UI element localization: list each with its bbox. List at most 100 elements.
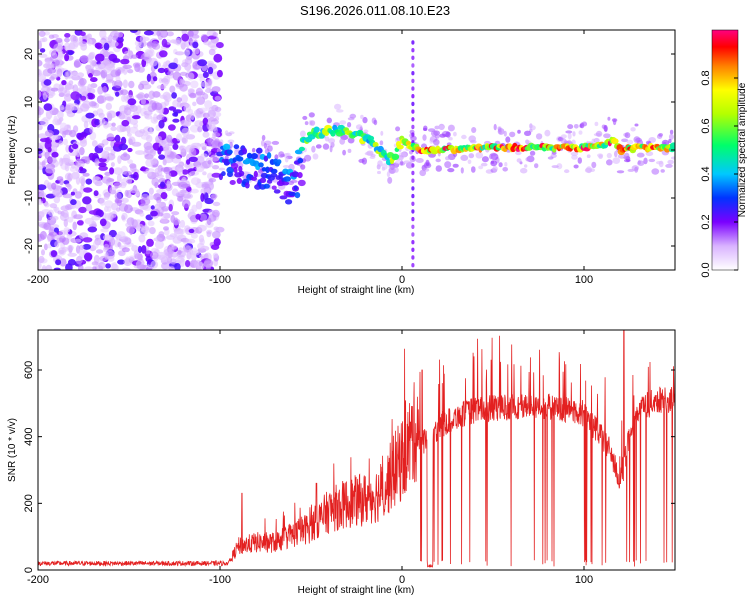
spectrogram-noise-mark bbox=[174, 37, 182, 46]
spectrogram-noise-mark bbox=[119, 111, 125, 116]
spectrogram-trace-mark bbox=[221, 171, 226, 177]
spectrogram-noise-mark bbox=[195, 200, 203, 210]
spectrogram-noise-mark bbox=[209, 154, 220, 162]
spectrogram-noise-mark bbox=[47, 234, 52, 243]
spectrogram-halo-mark bbox=[347, 148, 352, 153]
spectrogram-noise-mark bbox=[211, 172, 222, 178]
spectrogram-noise-mark bbox=[189, 147, 197, 157]
spectrogram-noise-mark bbox=[57, 210, 62, 215]
spectrogram-noise-mark bbox=[80, 95, 87, 101]
spectrogram-noise-mark bbox=[38, 133, 47, 139]
y-tick-label: 20 bbox=[23, 48, 35, 60]
spectrogram-noise-mark bbox=[179, 219, 186, 228]
spectrogram-halo-mark bbox=[637, 160, 641, 165]
spectrogram-halo-mark bbox=[573, 124, 579, 129]
spectrogram-noise-mark bbox=[156, 200, 162, 207]
spectrogram-noise-mark bbox=[206, 231, 212, 238]
spectrogram-noise-mark bbox=[156, 30, 161, 37]
colorbar-label: Normalized spectral amplitude bbox=[737, 82, 748, 217]
spectrogram-noise-mark bbox=[90, 77, 98, 83]
spectrogram-halo-mark bbox=[665, 163, 673, 168]
spectrogram-noise-mark bbox=[207, 172, 214, 180]
spectrogram-noise-mark bbox=[55, 37, 63, 44]
spectrogram-halo-mark bbox=[227, 139, 235, 144]
spectrogram-column-mark bbox=[411, 224, 415, 229]
spectrogram-noise-mark bbox=[195, 91, 206, 96]
spectrogram-halo-mark bbox=[656, 161, 663, 165]
spectrogram-noise-mark bbox=[92, 176, 102, 185]
spectrogram-halo-mark bbox=[445, 131, 451, 138]
y-tick-label: 0 bbox=[23, 567, 35, 573]
spectrogram-halo-mark bbox=[304, 154, 312, 162]
spectrogram-noise-mark bbox=[75, 255, 83, 265]
spectrogram-noise-mark bbox=[177, 249, 182, 255]
spectrogram-noise-mark bbox=[151, 177, 159, 187]
spectrogram-trace-mark bbox=[276, 159, 282, 165]
spectrogram-noise-mark bbox=[159, 94, 167, 99]
spectrogram-noise-mark bbox=[108, 34, 113, 44]
spectrogram-noise-mark bbox=[44, 151, 50, 159]
spectrogram-noise-mark bbox=[180, 94, 188, 104]
spectrogram-halo-mark bbox=[560, 134, 567, 139]
x-tick-label: -200 bbox=[27, 574, 49, 586]
spectrogram-column-mark bbox=[411, 247, 415, 252]
y-tick-label: 400 bbox=[23, 427, 35, 445]
spectrogram-noise-mark bbox=[172, 137, 178, 144]
spectrogram-halo-mark bbox=[607, 116, 611, 121]
spectrogram-trace-mark bbox=[222, 143, 231, 151]
spectrogram-column-mark bbox=[411, 186, 415, 191]
spectrogram-noise-mark bbox=[208, 78, 213, 87]
y-tick-label: 200 bbox=[23, 494, 35, 512]
spectrogram-noise-mark bbox=[121, 178, 128, 186]
spectrogram-noise-mark bbox=[116, 173, 122, 183]
spectrogram-column-mark bbox=[411, 78, 415, 84]
spectrogram-noise-mark bbox=[41, 86, 51, 93]
spectrogram-noise-mark bbox=[92, 266, 97, 270]
spectrogram-noise-mark bbox=[200, 142, 208, 149]
spectrogram-noise-mark bbox=[38, 124, 43, 131]
spectrogram-noise-mark bbox=[156, 251, 166, 260]
spectrogram-noise-mark bbox=[184, 63, 192, 71]
spectrogram-noise-mark bbox=[136, 223, 145, 232]
spectrogram-noise-mark bbox=[105, 263, 111, 269]
spectrogram-halo-mark bbox=[478, 165, 484, 170]
spectrogram-noise-mark bbox=[172, 71, 181, 81]
spectrogram-trace-mark bbox=[367, 135, 375, 141]
spectrogram-halo-mark bbox=[667, 159, 674, 165]
spectrogram-noise-mark bbox=[117, 259, 126, 265]
spectrogram-noise-mark bbox=[78, 264, 84, 270]
spectrogram-noise-mark bbox=[163, 61, 168, 68]
spectrogram-halo-mark bbox=[634, 123, 639, 127]
spectrogram-noise-mark bbox=[64, 71, 69, 80]
spectrogram-trace-mark bbox=[291, 171, 300, 178]
spectrogram-halo-mark bbox=[668, 138, 672, 144]
spectrogram-noise-mark bbox=[51, 182, 57, 190]
spectrogram-halo-mark bbox=[447, 124, 455, 132]
spectrogram-noise-mark bbox=[104, 146, 113, 151]
spectrogram-noise-mark bbox=[73, 125, 79, 133]
spectrogram-noise-mark bbox=[120, 89, 129, 96]
spectrogram-halo-mark bbox=[581, 121, 588, 127]
spectrogram-noise-mark bbox=[82, 237, 93, 243]
spectrogram-noise-mark bbox=[64, 33, 71, 38]
spectrogram-halo-mark bbox=[492, 166, 498, 172]
spectrogram-noise-mark bbox=[72, 221, 77, 231]
spectrogram-noise-mark bbox=[102, 234, 113, 241]
spectrogram-noise-mark bbox=[70, 199, 77, 206]
spectrogram-noise-mark bbox=[168, 62, 178, 70]
spectrogram-noise-mark bbox=[70, 172, 79, 180]
spectrogram-noise-mark bbox=[201, 183, 210, 189]
spectrogram-noise-mark bbox=[63, 138, 68, 146]
spectrogram-noise-mark bbox=[190, 112, 195, 121]
spectrogram-trace-mark bbox=[298, 146, 305, 152]
spectrogram-halo-mark bbox=[529, 150, 536, 156]
spectrogram-noise-mark bbox=[171, 92, 178, 99]
spectrogram-halo-mark bbox=[453, 131, 457, 137]
spectrogram-noise-mark bbox=[72, 143, 79, 150]
spectrogram-halo-mark bbox=[435, 158, 441, 163]
spectrogram-halo-mark bbox=[579, 124, 583, 128]
spectrogram-noise-mark bbox=[105, 73, 114, 82]
spectrogram-halo-mark bbox=[218, 167, 226, 171]
spectrogram-noise-mark bbox=[146, 134, 153, 143]
spectrogram-noise-mark bbox=[122, 79, 128, 89]
